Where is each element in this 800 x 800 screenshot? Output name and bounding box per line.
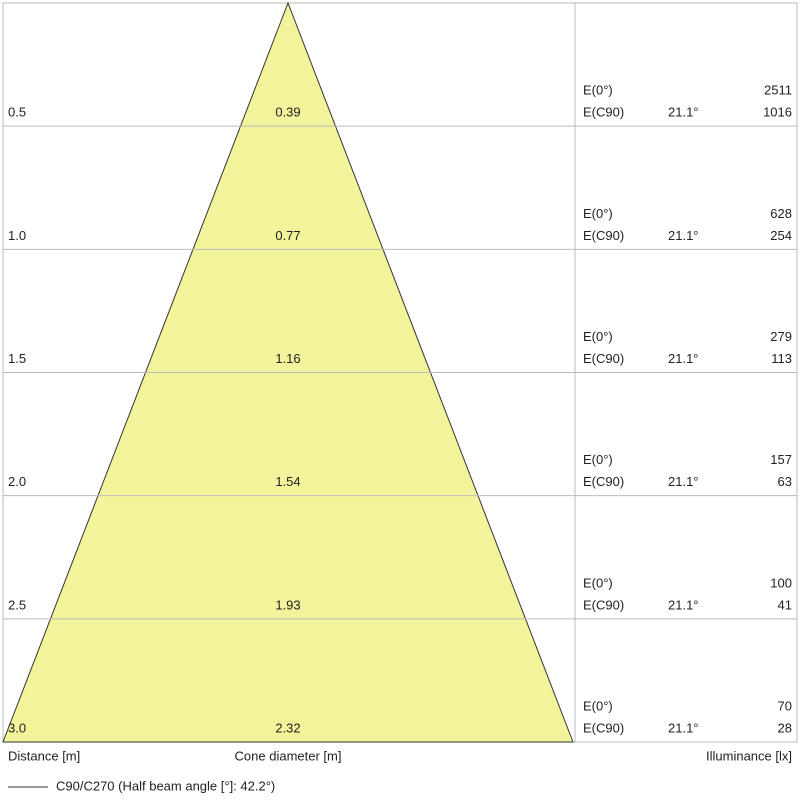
ec90-label: E(C90) [583, 351, 624, 366]
ec90-value: 1016 [763, 105, 792, 120]
ec90-value: 113 [771, 351, 792, 366]
ec90-label: E(C90) [583, 720, 624, 735]
half-angle: 21.1° [668, 351, 699, 366]
e0-value: 70 [778, 698, 792, 713]
e0-label: E(0°) [583, 698, 613, 713]
distance: 2.5 [8, 597, 26, 612]
e0-value: 2511 [764, 83, 792, 98]
ec90-value: 63 [778, 474, 792, 489]
e0-value: 157 [770, 452, 792, 467]
e0-label: E(0°) [583, 329, 613, 344]
half-angle: 21.1° [668, 105, 699, 120]
ec90-value: 254 [770, 228, 792, 243]
ec90-value: 41 [778, 597, 792, 612]
ec90-label: E(C90) [583, 474, 624, 489]
e0-label: E(0°) [583, 575, 613, 590]
e0-value: 279 [770, 329, 792, 344]
ec90-value: 28 [778, 720, 792, 735]
e0-label: E(0°) [583, 452, 613, 467]
distance: 2.0 [8, 474, 26, 489]
half-angle: 21.1° [668, 474, 699, 489]
rows: 0.5 0.39 E(0°) 2511 E(C90) 21.1° 1016 1.0 0.77 E(… [3, 83, 797, 735]
ec90-label: E(C90) [583, 228, 624, 243]
cone-diameter: 0.77 [275, 228, 300, 243]
legend-text: C90/C270 (Half beam angle [°]: 42.2°) [56, 778, 275, 793]
e0-label: E(0°) [583, 206, 613, 221]
distance-label: Distance [m] [8, 748, 80, 763]
ec90-label: E(C90) [583, 105, 624, 120]
distance: 1.5 [8, 351, 26, 366]
illuminance-label: Illuminance [lx] [706, 748, 792, 763]
cone-diameter: 1.16 [275, 351, 300, 366]
cone-diameter: 2.32 [275, 720, 300, 735]
distance: 1.0 [8, 228, 26, 243]
half-angle: 21.1° [668, 597, 699, 612]
e0-label: E(0°) [583, 83, 613, 98]
cone-diameter: 1.54 [275, 474, 300, 489]
ec90-label: E(C90) [583, 597, 624, 612]
e0-value: 100 [770, 575, 792, 590]
half-angle: 21.1° [668, 720, 699, 735]
diameter-label: Cone diameter [m] [235, 748, 342, 763]
distance: 3.0 [8, 720, 26, 735]
distance: 0.5 [8, 105, 26, 120]
half-angle: 21.1° [668, 228, 699, 243]
cone-diameter: 0.39 [275, 105, 300, 120]
cone-diameter: 1.93 [275, 597, 300, 612]
e0-value: 628 [770, 206, 792, 221]
